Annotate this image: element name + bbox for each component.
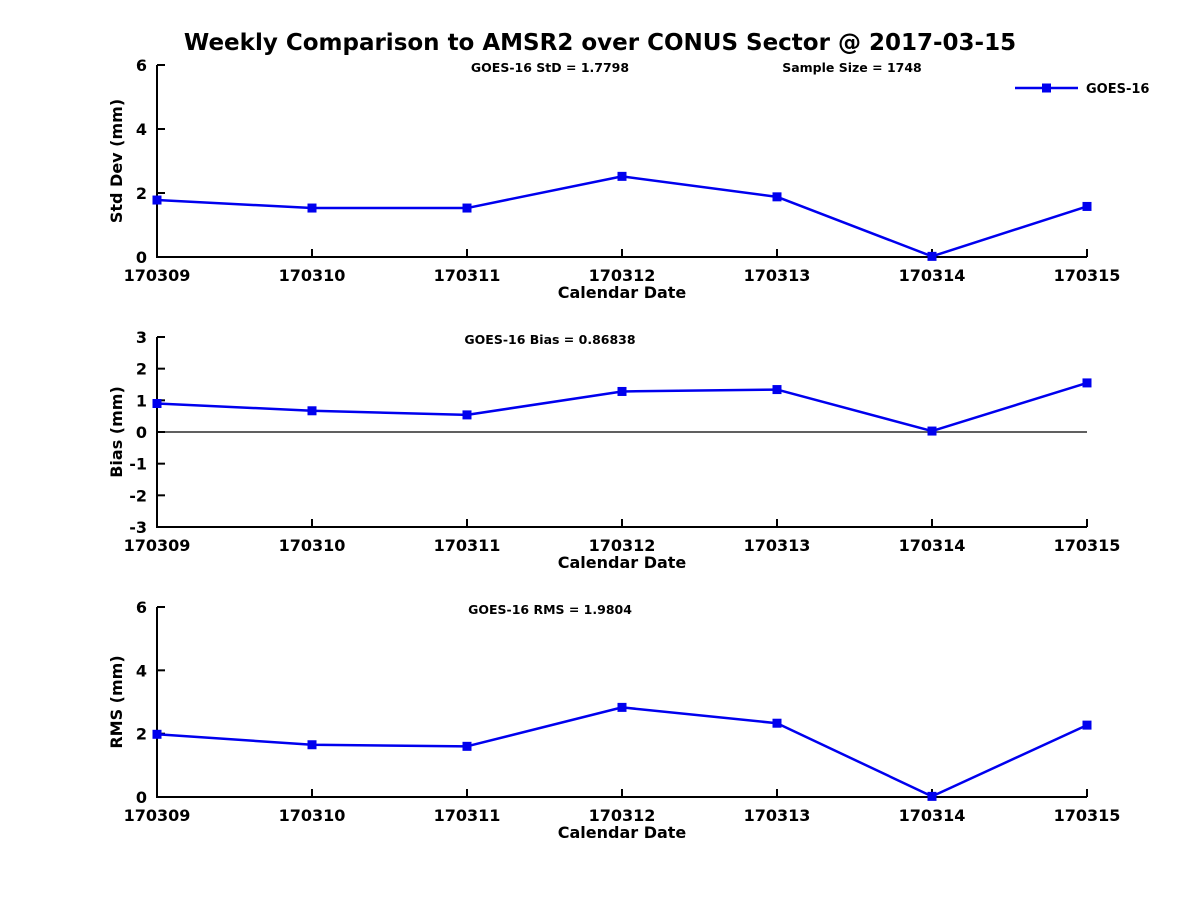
x-tick-label: 170312	[589, 536, 656, 555]
x-tick-label: 170312	[589, 266, 656, 285]
series-marker	[927, 251, 937, 261]
series-marker	[772, 385, 782, 395]
series-marker	[772, 718, 782, 728]
sample-size-label: Sample Size = 1748	[782, 60, 922, 75]
x-tick-label: 170314	[899, 806, 966, 825]
y-tick-label: 2	[136, 184, 147, 203]
y-tick-label: 2	[136, 725, 147, 744]
x-tick-label: 170311	[434, 536, 501, 555]
y-tick-label: -3	[129, 518, 147, 537]
series-marker	[1082, 720, 1092, 730]
series-marker	[462, 410, 472, 420]
x-tick-label: 170314	[899, 266, 966, 285]
y-tick-label: 0	[136, 248, 147, 267]
series-marker	[152, 195, 162, 205]
y-axis-label: Bias (mm)	[107, 386, 126, 478]
x-tick-label: 170309	[124, 536, 191, 555]
y-tick-label: 0	[136, 423, 147, 442]
axes-rms	[156, 607, 1087, 798]
legend-label: GOES-16	[1086, 82, 1149, 97]
series-marker	[1082, 201, 1092, 211]
x-tick-label: 170310	[279, 266, 346, 285]
y-tick-label: -1	[129, 455, 147, 474]
series-marker	[927, 426, 937, 436]
series-marker	[617, 386, 627, 396]
x-axis-label: Calendar Date	[558, 283, 687, 302]
series-line-rms	[156, 706, 1088, 798]
y-tick-label: 3	[136, 328, 147, 347]
figure-title: Weekly Comparison to AMSR2 over CONUS Se…	[183, 30, 1017, 56]
x-tick-label: 170315	[1054, 806, 1121, 825]
y-tick-label: 0	[136, 788, 147, 807]
panel-std-dev: 0 2 4 6 170309 170310 170311 170312 170313 170314…	[107, 56, 1149, 302]
y-axis-label: Std Dev (mm)	[107, 99, 126, 223]
y-tick-label: 1	[136, 391, 147, 410]
series-marker	[1082, 378, 1092, 388]
x-tick-label: 170312	[589, 806, 656, 825]
y-tick-label: 4	[136, 120, 147, 139]
series-marker	[307, 406, 317, 416]
y-tick-label: -2	[129, 486, 147, 505]
panel-rms: 0 2 4 6 170309 170310 170311 170312 170313 170314…	[107, 598, 1120, 842]
y-tick-label: 4	[136, 661, 147, 680]
x-tick-label: 170315	[1054, 536, 1121, 555]
panel-stat-label: GOES-16 StD = 1.7798	[471, 60, 629, 75]
x-tick-label: 170315	[1054, 266, 1121, 285]
x-tick-label: 170313	[744, 806, 811, 825]
x-tick-label: 170309	[124, 806, 191, 825]
series-marker	[307, 203, 317, 213]
y-tick-label: 6	[136, 56, 147, 75]
series-marker	[307, 740, 317, 750]
y-tick-label: 6	[136, 598, 147, 617]
x-tick-label: 170311	[434, 266, 501, 285]
x-axis-label: Calendar Date	[558, 823, 687, 842]
axes-std-dev	[156, 65, 1087, 258]
series-marker	[617, 702, 627, 712]
y-tick-label: 2	[136, 360, 147, 379]
panel-bias: -3 -2 -1 0 1 2 3 170309 170310 170311 170312 170313…	[107, 328, 1120, 572]
series-line-std-dev	[156, 175, 1088, 258]
panel-stat-label: GOES-16 Bias = 0.86838	[464, 332, 635, 347]
x-tick-label: 170310	[279, 806, 346, 825]
series-marker	[152, 399, 162, 408]
x-tick-label: 170313	[744, 536, 811, 555]
x-tick-label: 170313	[744, 266, 811, 285]
x-tick-label: 170311	[434, 806, 501, 825]
series-marker	[462, 741, 472, 751]
x-tick-label: 170314	[899, 536, 966, 555]
legend-marker	[1042, 83, 1051, 93]
x-axis-label: Calendar Date	[558, 553, 687, 572]
y-axis-label: RMS (mm)	[107, 655, 126, 748]
series-marker	[927, 791, 937, 801]
series-marker	[152, 729, 162, 739]
panel-stat-label: GOES-16 RMS = 1.9804	[468, 602, 632, 617]
legend: GOES-16	[1015, 82, 1149, 97]
series-marker	[772, 192, 782, 202]
x-tick-label: 170310	[279, 536, 346, 555]
series-marker	[617, 171, 627, 181]
series-marker	[462, 203, 472, 213]
x-tick-label: 170309	[124, 266, 191, 285]
